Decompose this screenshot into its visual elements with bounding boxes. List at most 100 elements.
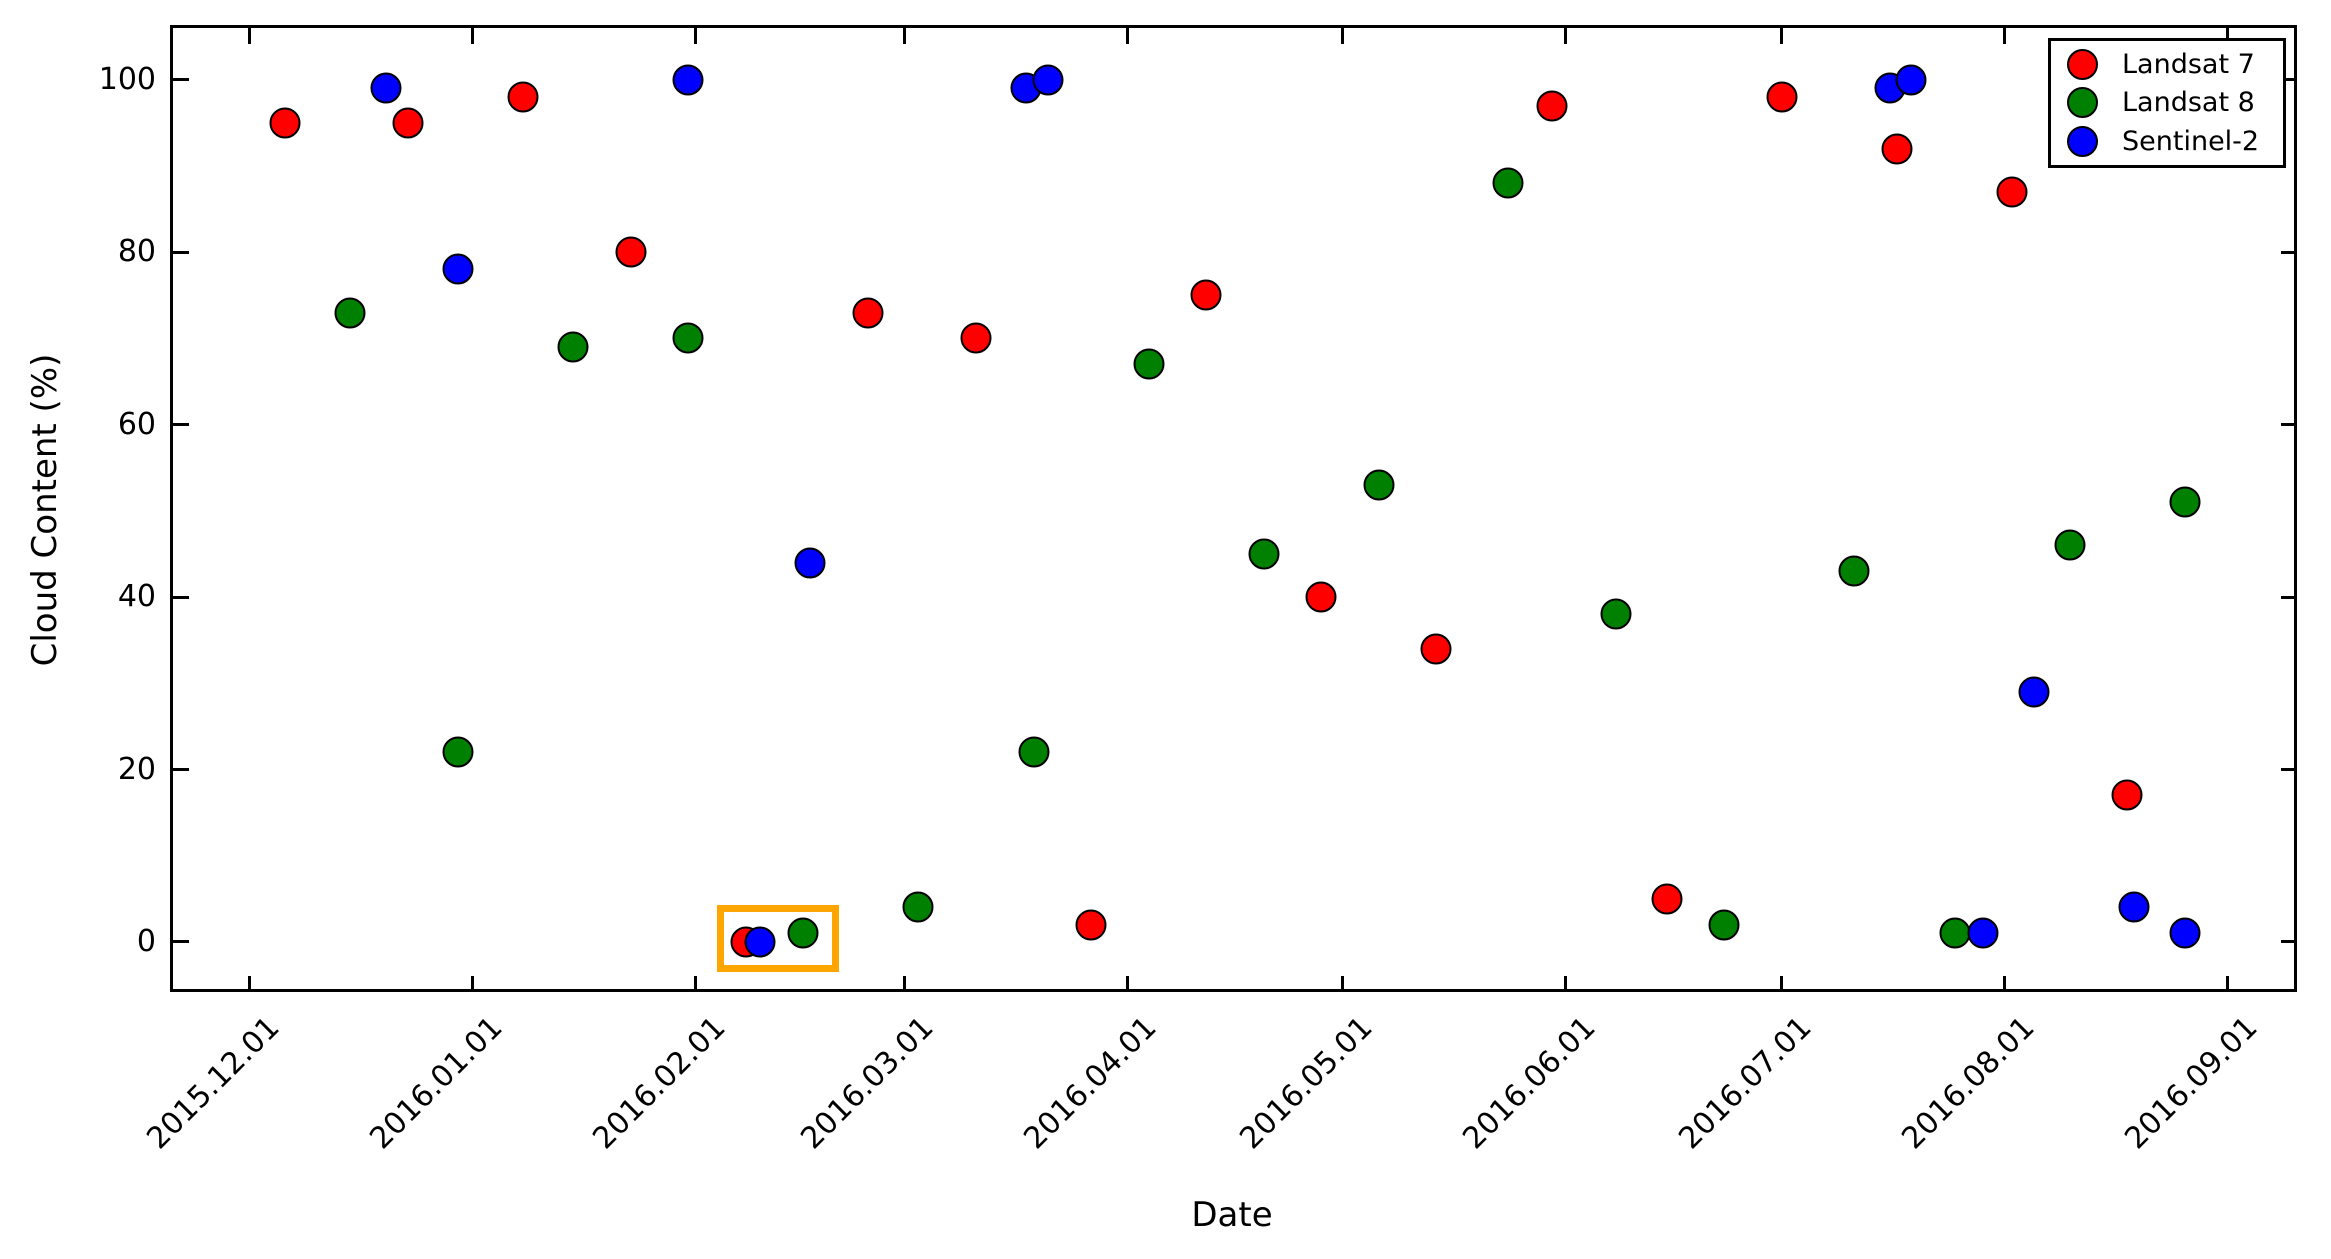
legend-item: Landsat 7 [2051,45,2283,83]
x-tick-top [470,28,474,44]
data-point-landsat-7 [1075,909,1107,941]
legend-item: Landsat 8 [2051,84,2283,122]
data-point-landsat-7 [1766,81,1798,113]
data-point-sentinel-2 [672,64,704,96]
data-point-landsat-8 [1018,736,1050,768]
y-tick-label: 100 [98,61,156,97]
data-point-landsat-7 [507,81,539,113]
x-tick-top [247,28,251,44]
y-tick-label: 0 [136,923,156,959]
data-point-landsat-8 [1248,538,1280,570]
y-tick-right [2281,78,2297,82]
legend: Landsat 7 Landsat 8 Sentinel-2 [2048,38,2286,168]
x-tick-label: 2016.04.01 [1017,1010,1164,1157]
x-tick [1341,976,1345,992]
y-axis-title: Cloud Content (%) [25,353,65,667]
data-point-landsat-8 [1600,598,1632,630]
x-tick-label: 2016.09.01 [2118,1010,2265,1157]
data-point-landsat-7 [269,107,301,139]
y-tick-label: 60 [117,406,156,442]
data-point-landsat-7 [1881,133,1913,165]
legend-marker-icon [2067,126,2098,158]
data-point-landsat-8 [1939,917,1970,949]
data-point-landsat-8 [1363,469,1395,501]
data-point-sentinel-2 [1032,64,1064,96]
data-point-landsat-8 [2054,529,2086,561]
data-point-landsat-7 [392,107,424,139]
legend-label: Sentinel-2 [2122,126,2260,158]
y-tick [173,423,189,427]
x-tick-label: 2015.12.01 [139,1010,287,1157]
y-tick [173,595,189,599]
plot-area [170,25,2297,992]
data-point-landsat-7 [2111,779,2143,811]
data-point-landsat-7 [960,322,992,354]
data-point-landsat-7 [1305,581,1337,613]
data-point-landsat-7 [852,297,884,329]
x-tick [902,976,906,992]
data-point-landsat-8 [672,322,704,354]
legend-label: Landsat 7 [2122,48,2255,80]
y-tick-right [2281,595,2297,599]
data-point-landsat-8 [1708,909,1740,941]
data-point-sentinel-2 [2118,891,2150,923]
data-point-landsat-8 [2169,486,2201,518]
legend-item: Sentinel-2 [2051,123,2283,161]
y-tick-right [2281,940,2297,944]
data-point-sentinel-2 [794,547,826,579]
x-tick [1780,976,1784,992]
x-tick [2226,976,2230,992]
y-tick-right [2281,768,2297,772]
data-point-landsat-8 [1133,348,1165,380]
x-tick [247,976,251,992]
x-tick-label: 2016.01.01 [362,1010,510,1157]
data-point-sentinel-2 [744,926,776,958]
x-tick-top [693,28,697,44]
data-point-landsat-8 [1492,167,1524,199]
data-point-sentinel-2 [1967,917,1999,949]
data-point-landsat-7 [1996,176,2028,208]
x-tick [2003,976,2007,992]
x-tick-top [1125,28,1129,44]
highlight-rectangle [716,904,840,973]
x-tick-top [1564,28,1568,44]
data-point-landsat-7 [1651,883,1683,915]
data-point-landsat-8 [557,331,589,363]
data-point-sentinel-2 [370,72,402,104]
data-point-landsat-8 [1838,555,1870,587]
data-point-landsat-8 [902,891,934,923]
x-tick-top [2226,28,2230,44]
data-point-landsat-8 [787,917,819,949]
x-tick-label: 2016.03.01 [794,1010,941,1157]
x-tick-top [1341,28,1345,44]
x-tick-top [2003,28,2007,44]
y-tick-right [2281,423,2297,427]
data-point-landsat-7 [1420,633,1452,665]
legend-marker-icon [2067,48,2098,80]
x-tick [693,976,697,992]
data-point-landsat-8 [442,736,474,768]
x-tick-top [1780,28,1784,44]
x-tick [470,976,474,992]
data-point-landsat-7 [1190,279,1222,311]
y-tick-label: 20 [117,751,156,787]
data-point-landsat-7 [615,236,647,268]
x-tick-label: 2016.05.01 [1233,1010,1380,1157]
x-tick-label: 2016.08.01 [1895,1010,2042,1157]
y-tick [173,78,189,82]
x-tick-label: 2016.06.01 [1456,1010,1603,1157]
data-point-sentinel-2 [442,253,474,285]
data-point-sentinel-2 [2018,676,2050,708]
y-tick-right [2281,250,2297,254]
x-tick [1125,976,1129,992]
data-point-landsat-8 [334,297,366,329]
y-tick-label: 80 [117,234,156,270]
data-point-landsat-7 [1536,90,1568,122]
legend-label: Landsat 8 [2122,87,2255,119]
data-point-sentinel-2 [1895,64,1927,96]
y-tick [173,940,189,944]
x-tick-label: 2016.02.01 [585,1010,733,1157]
legend-marker-icon [2067,87,2098,119]
x-tick-top [902,28,906,44]
